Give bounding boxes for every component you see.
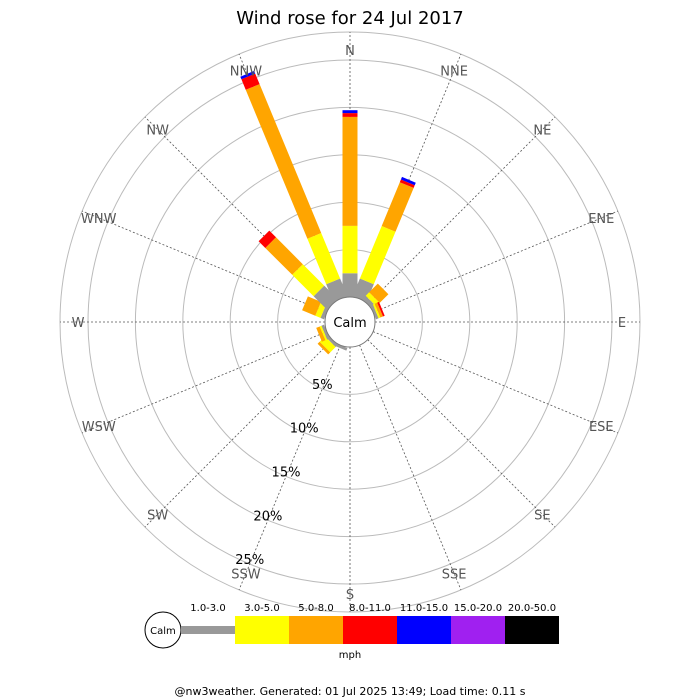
bar-wsw-3-0-5-0 <box>319 325 328 341</box>
direction-label-ne: NE <box>533 124 551 139</box>
bar-ene-8-0-11-0 <box>377 301 385 317</box>
bar-ene-5-0-8-0 <box>374 302 383 318</box>
direction-label-wsw: WSW <box>82 420 116 435</box>
chart-title: Wind rose for 24 Jul 2017 <box>236 8 464 29</box>
calm-circle <box>324 296 376 348</box>
legend-unit-label: mph <box>339 650 361 661</box>
spoke-ssw <box>238 344 341 591</box>
bar-n-11-0-15-0 <box>342 110 358 114</box>
direction-label-e: E <box>618 316 626 331</box>
bar-sw-5-0-8-0 <box>317 341 331 355</box>
bar-n-8-0-11-0 <box>342 113 358 117</box>
ring-label-15: 15% <box>272 465 301 480</box>
bar-nw-5-0-8-0 <box>265 237 303 275</box>
spoke-wnw <box>81 210 328 313</box>
legend-label-3-0-5-0: 3.0-5.0 <box>244 603 279 614</box>
bar-nnw-8-0-11-0 <box>241 73 260 90</box>
bar-nne-8-0-11-0 <box>399 179 415 188</box>
ring-label-10: 10% <box>290 422 319 437</box>
bar-wsw-1-0-3-0 <box>321 324 330 340</box>
bar-n-5-0-8-0 <box>342 116 358 226</box>
legend-label-15-0-20-0: 15.0-20.0 <box>454 603 502 614</box>
bar-nnw-1-0-3-0 <box>326 278 348 302</box>
spoke-sse <box>359 344 462 591</box>
calm-label: Calm <box>333 316 366 331</box>
bar-nnw-3-0-5-0 <box>307 233 341 285</box>
legend-label-20-0-50-0: 20.0-50.0 <box>508 603 556 614</box>
direction-label-nnw: NNW <box>230 65 262 80</box>
grid-layer <box>59 31 641 613</box>
legend-swatch-11-0-15-0 <box>397 616 451 644</box>
bar-nw-3-0-5-0 <box>292 264 325 297</box>
ring-label-5: 5% <box>312 378 333 393</box>
bar-ne-3-0-5-0 <box>365 292 380 307</box>
spoke-ese <box>372 331 619 434</box>
ring-label-20: 20% <box>253 509 282 524</box>
direction-label-se: SE <box>534 508 550 523</box>
legend-swatch-3-0-5-0 <box>235 616 289 644</box>
bar-nne-5-0-8-0 <box>381 182 414 232</box>
legend-swatch-15-0-20-0 <box>451 616 505 644</box>
footer-text: @nw3weather. Generated: 01 Jul 2025 13:4… <box>175 685 526 698</box>
bars-layer <box>240 70 416 355</box>
spoke-ne <box>367 116 556 305</box>
spoke-sw <box>144 339 333 528</box>
direction-label-ene: ENE <box>588 212 614 227</box>
bar-n-1-0-3-0 <box>342 273 358 297</box>
bar-nw-1-0-3-0 <box>313 285 338 310</box>
direction-label-sse: SSE <box>442 567 467 582</box>
spoke-wsw <box>81 331 328 434</box>
direction-label-nw: NW <box>146 124 169 139</box>
calm-center: Calm <box>324 296 376 348</box>
bar-nnw-11-0-15-0 <box>240 70 256 80</box>
ring-label-25: 25% <box>235 553 264 568</box>
direction-label-ese: ESE <box>589 420 614 435</box>
direction-label-sw: SW <box>147 508 168 523</box>
bar-nne-11-0-15-0 <box>400 176 416 186</box>
bar-ene-1-0-3-0 <box>370 304 379 320</box>
direction-label-w: W <box>72 316 85 331</box>
direction-label-n: N <box>345 44 355 59</box>
legend: Calm 1.0-3.0 3.0-5.0 5.0-8.0 8.0-11.0 11.0-1… <box>144 603 559 649</box>
bar-wnw-5-0-8-0 <box>302 296 321 316</box>
bar-nne-3-0-5-0 <box>359 226 396 285</box>
bar-wsw-5-0-8-0 <box>316 326 326 342</box>
bar-nw-8-0-11-0 <box>258 230 276 248</box>
direction-label-nne: NNE <box>440 65 468 80</box>
legend-swatch-5-0-8-0 <box>289 616 343 644</box>
bar-ene-3-0-5-0 <box>372 303 381 319</box>
direction-label-ssw: SSW <box>231 567 261 582</box>
bar-ne-5-0-8-0 <box>369 283 389 303</box>
labels-layer: N NNE NE ENE E ESE SE SSE S SSW SW WSW W WNW NW NNW 5% 10… <box>72 44 627 603</box>
legend-swatch-20-0-50-0 <box>505 616 559 644</box>
legend-label-8-0-11-0: 8.0-11.0 <box>349 603 391 614</box>
legend-label-5-0-8-0: 5.0-8.0 <box>298 603 333 614</box>
legend-label-1-0-3-0: 1.0-3.0 <box>190 603 225 614</box>
legend-label-11-0-15-0: 11.0-15.0 <box>400 603 448 614</box>
bar-nnw-5-0-8-0 <box>245 84 322 239</box>
legend-swatch-8-0-11-0 <box>343 616 397 644</box>
spoke-se <box>367 339 556 528</box>
direction-label-s: S <box>346 588 354 603</box>
spoke-ene <box>372 210 619 313</box>
bar-n-3-0-5-0 <box>342 225 358 274</box>
direction-label-wnw: WNW <box>81 212 117 227</box>
legend-swatch-1-0-3-0 <box>181 626 235 634</box>
legend-calm-label: Calm <box>150 626 176 637</box>
